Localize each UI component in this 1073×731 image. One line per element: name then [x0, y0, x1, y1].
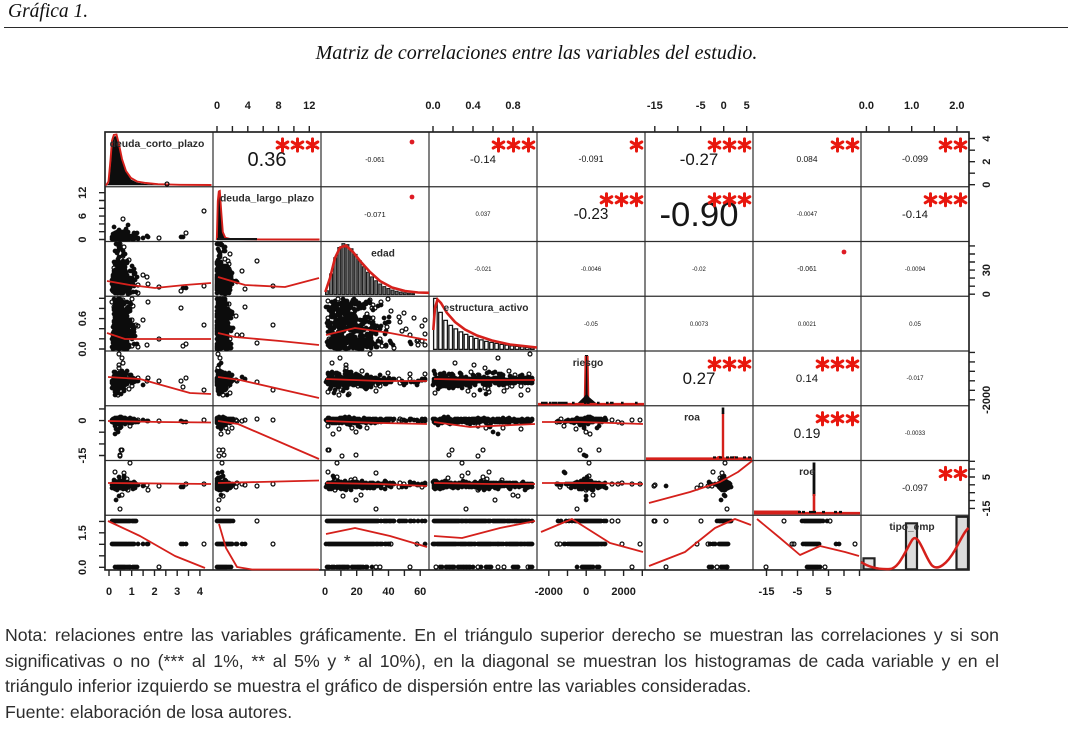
svg-text:0.0: 0.0 [425, 100, 440, 112]
svg-text:-15: -15 [759, 586, 775, 598]
svg-text:-2000: -2000 [535, 586, 563, 598]
svg-text:5: 5 [744, 100, 750, 112]
svg-text:1.5: 1.5 [77, 525, 89, 540]
svg-text:-0.0047: -0.0047 [797, 212, 818, 218]
svg-text:0: 0 [322, 586, 328, 598]
svg-text:0.6: 0.6 [77, 311, 89, 326]
svg-text:tipo_emp: tipo_emp [889, 522, 934, 533]
svg-text:0: 0 [77, 236, 89, 242]
svg-text:-2000: -2000 [981, 386, 993, 414]
svg-text:-0.061: -0.061 [365, 157, 385, 164]
svg-text:-0.017: -0.017 [906, 376, 924, 382]
svg-text:-0.0046: -0.0046 [581, 267, 602, 273]
svg-text:1.0: 1.0 [904, 100, 919, 112]
svg-text:4: 4 [245, 100, 252, 112]
svg-text:0.4: 0.4 [465, 100, 481, 112]
svg-text:0.27: 0.27 [683, 369, 716, 388]
svg-text:4: 4 [197, 586, 204, 598]
svg-text:-0.27: -0.27 [680, 150, 719, 169]
svg-text:0.05: 0.05 [909, 321, 921, 328]
svg-text:60: 60 [414, 586, 426, 598]
svg-text:0.36: 0.36 [248, 149, 287, 171]
svg-text:0: 0 [981, 291, 993, 297]
svg-text:edad: edad [371, 249, 395, 260]
svg-text:0: 0 [981, 182, 993, 188]
svg-text:5: 5 [825, 586, 831, 598]
svg-text:-0.05: -0.05 [584, 321, 599, 328]
svg-text:-0.23: -0.23 [574, 206, 609, 223]
svg-text:0.0: 0.0 [77, 560, 89, 575]
svg-text:-0.091: -0.091 [579, 154, 604, 164]
svg-text:0: 0 [106, 586, 112, 598]
svg-text:0.0021: 0.0021 [798, 322, 817, 328]
svg-text:0.14: 0.14 [796, 373, 818, 385]
svg-text:-5: -5 [696, 100, 706, 112]
svg-text:-5: -5 [793, 586, 803, 598]
svg-text:0: 0 [721, 100, 727, 112]
svg-text:0: 0 [583, 586, 589, 598]
svg-text:0.0: 0.0 [77, 341, 89, 356]
svg-text:0.0: 0.0 [859, 100, 874, 112]
svg-text:2000: 2000 [611, 586, 635, 598]
svg-text:-0.071: -0.071 [364, 210, 386, 219]
svg-text:30: 30 [981, 264, 993, 276]
svg-text:40: 40 [382, 586, 394, 598]
svg-text:1: 1 [129, 586, 135, 598]
svg-text:-15: -15 [981, 500, 993, 516]
svg-text:estructura_activo: estructura_activo [444, 303, 529, 314]
svg-text:-15: -15 [77, 448, 89, 464]
svg-text:12: 12 [303, 100, 315, 112]
svg-text:roa: roa [684, 413, 700, 424]
svg-text:4: 4 [981, 135, 993, 142]
svg-text:-0.14: -0.14 [470, 154, 496, 166]
svg-text:2.0: 2.0 [949, 100, 964, 112]
svg-text:-0.14: -0.14 [902, 209, 928, 221]
svg-text:riesgo: riesgo [573, 358, 604, 369]
svg-text:-0.0033: -0.0033 [905, 431, 926, 437]
svg-text:3: 3 [174, 586, 180, 598]
svg-text:-15: -15 [647, 100, 663, 112]
svg-text:2: 2 [981, 159, 993, 165]
svg-text:5: 5 [981, 474, 993, 480]
svg-text:0.8: 0.8 [505, 100, 520, 112]
svg-text:-0.097: -0.097 [902, 483, 928, 493]
svg-text:-0.061: -0.061 [797, 266, 817, 273]
svg-text:deuda_largo_plazo: deuda_largo_plazo [220, 194, 314, 205]
svg-text:8: 8 [275, 100, 281, 112]
svg-text:0: 0 [77, 418, 89, 424]
svg-text:0.19: 0.19 [794, 426, 821, 441]
svg-text:-0.021: -0.021 [474, 267, 492, 273]
svg-text:0.084: 0.084 [797, 154, 818, 164]
svg-text:-0.099: -0.099 [902, 154, 928, 164]
svg-text:-0.0094: -0.0094 [905, 267, 926, 273]
svg-text:12: 12 [77, 187, 89, 199]
svg-text:2: 2 [151, 586, 157, 598]
svg-text:6: 6 [77, 213, 89, 219]
svg-text:0.0073: 0.0073 [690, 322, 709, 328]
svg-text:deuda_corto_plazo: deuda_corto_plazo [110, 139, 205, 150]
svg-text:0: 0 [214, 100, 220, 112]
svg-text:-0.02: -0.02 [692, 267, 706, 273]
svg-text:0.037: 0.037 [475, 212, 491, 218]
svg-text:roe: roe [799, 467, 815, 478]
svg-text:20: 20 [351, 586, 363, 598]
